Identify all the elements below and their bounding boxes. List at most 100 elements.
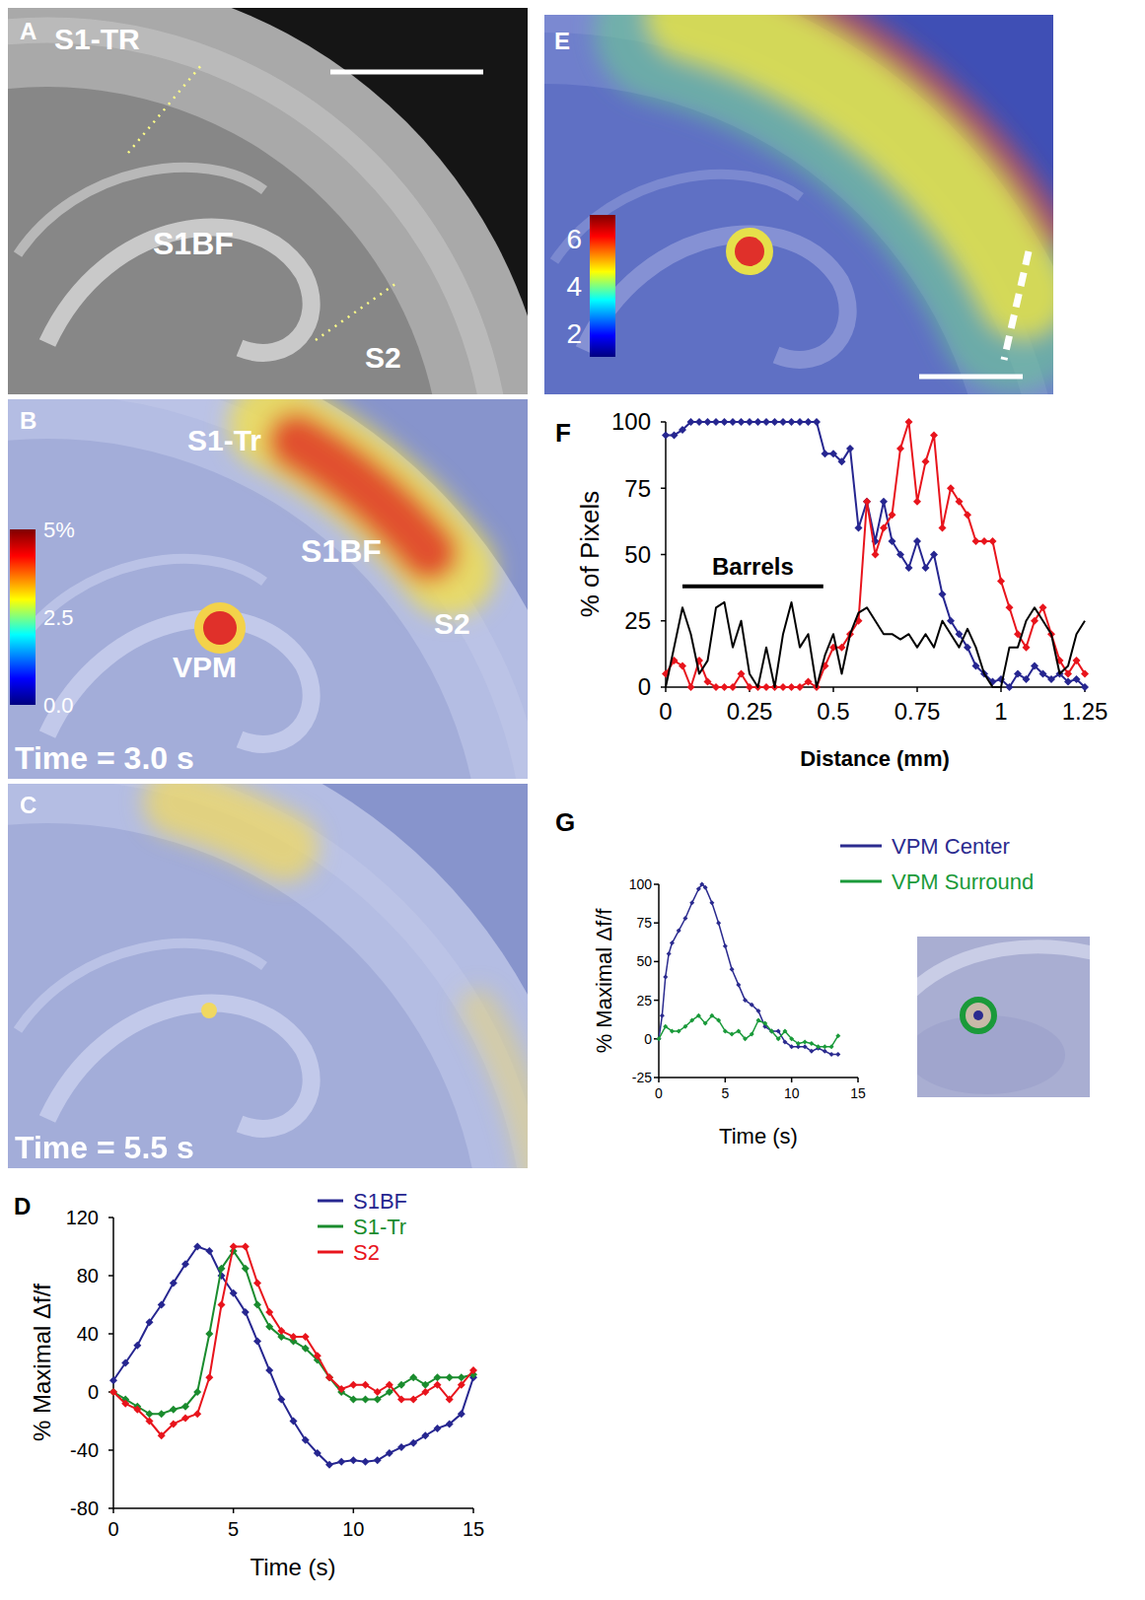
heat-band <box>177 802 285 849</box>
data-point <box>720 683 729 692</box>
data-point <box>289 1333 298 1342</box>
y-tick-label: 25 <box>636 993 652 1009</box>
data-point <box>656 1036 662 1042</box>
data-point <box>1080 670 1089 679</box>
profile-line <box>1003 251 1029 360</box>
data-point <box>1005 603 1014 612</box>
data-point <box>265 1308 274 1317</box>
data-point <box>703 1021 709 1027</box>
data-point <box>704 678 713 687</box>
y-tick <box>660 554 666 557</box>
surround-roi <box>962 1000 995 1032</box>
data-point <box>835 1052 841 1058</box>
data-point <box>253 1337 262 1346</box>
data-point <box>1013 670 1022 679</box>
data-point <box>253 1301 262 1310</box>
data-point <box>788 1036 794 1042</box>
cortex <box>7 784 528 1169</box>
data-point <box>669 940 675 946</box>
series-line <box>113 1247 474 1466</box>
data-point <box>829 1044 835 1050</box>
x-tick <box>664 687 667 693</box>
region-label: S1BF <box>300 533 382 570</box>
data-point <box>217 1265 226 1274</box>
data-point <box>682 1024 688 1030</box>
x-tick-label: 0 <box>107 1518 119 1541</box>
data-point <box>253 1279 262 1288</box>
data-point <box>229 1243 238 1252</box>
cortex-layer <box>7 399 528 780</box>
x-axis <box>113 1507 474 1510</box>
data-point <box>735 982 741 988</box>
white-matter <box>7 86 442 395</box>
x-tick-label: 10 <box>342 1518 364 1541</box>
data-point <box>749 1002 755 1008</box>
data-point <box>896 444 905 453</box>
data-point <box>670 430 679 439</box>
heat-spot <box>194 602 246 654</box>
data-point <box>687 418 696 427</box>
data-point <box>722 1028 728 1034</box>
data-point <box>802 1044 808 1050</box>
data-point <box>133 1342 142 1351</box>
hippocampus <box>583 234 849 360</box>
data-point <box>421 1388 430 1397</box>
heat-spot <box>203 611 237 645</box>
data-point <box>277 1395 286 1404</box>
data-point <box>265 1366 274 1375</box>
data-point <box>762 418 771 427</box>
line-chart: -80-4004080120051015Time (s)% Maximal Δf… <box>13 1189 485 1581</box>
data-point <box>745 418 754 427</box>
x-tick <box>232 1508 235 1514</box>
data-point <box>829 1052 835 1058</box>
data-point <box>678 426 687 434</box>
data-point <box>822 1044 828 1050</box>
data-point <box>779 418 788 427</box>
data-point <box>835 1033 841 1039</box>
y-axis-title: % Maximal Δf/f <box>591 908 617 1055</box>
data-point <box>862 498 871 506</box>
data-point <box>728 683 737 692</box>
y-tick <box>653 883 659 886</box>
data-point <box>433 1381 442 1390</box>
figure: AS1-TRS1BFS25%2.50.0BS1-TrS1BFS2VPMTime … <box>0 0 1145 1600</box>
heat-spot <box>734 236 765 267</box>
region-label: VPM <box>172 650 237 684</box>
data-point <box>776 1028 782 1034</box>
data-point <box>1005 683 1014 692</box>
x-tick <box>657 1077 660 1083</box>
scale-bar <box>330 70 484 75</box>
data-point <box>804 418 813 427</box>
data-point <box>265 1323 274 1332</box>
data-point <box>930 430 938 439</box>
legend-swatch <box>840 880 882 884</box>
data-point <box>145 1418 154 1427</box>
data-point <box>1073 656 1081 665</box>
brain-slice <box>7 784 528 1169</box>
data-point <box>109 1388 118 1397</box>
legend-swatch <box>840 845 882 849</box>
data-point <box>804 678 813 687</box>
line-chart: 025507510000.250.50.7511.25BarrelsDistan… <box>555 408 1108 772</box>
data-point <box>1064 678 1073 687</box>
inset-slice <box>917 936 1090 1098</box>
data-point <box>666 951 672 957</box>
series-line <box>665 602 1085 688</box>
data-point <box>712 418 720 427</box>
data-point <box>313 1352 322 1360</box>
legend-swatch <box>317 1251 344 1255</box>
tissue <box>917 946 1090 997</box>
data-point <box>756 1008 762 1014</box>
data-point <box>409 1395 418 1404</box>
data-point <box>662 975 668 981</box>
data-point <box>972 661 981 670</box>
data-point <box>1080 683 1089 692</box>
activity-heat <box>668 14 1054 319</box>
x-tick-label: 1.25 <box>1062 698 1109 725</box>
data-point <box>802 1039 808 1045</box>
x-tick-label: 0.5 <box>816 698 850 725</box>
data-point <box>762 683 771 692</box>
data-point <box>193 1388 202 1397</box>
data-point <box>109 1376 118 1385</box>
data-point <box>241 1308 250 1317</box>
